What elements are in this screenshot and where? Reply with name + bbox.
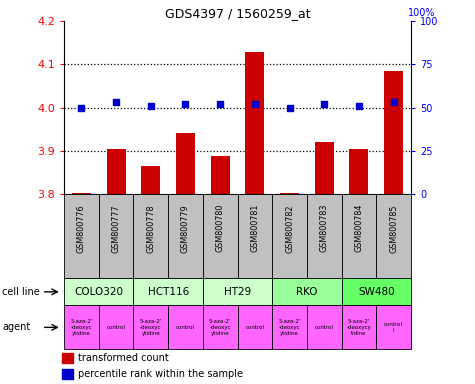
Bar — [307, 194, 342, 278]
Text: GSM800780: GSM800780 — [216, 204, 225, 252]
Bar — [349, 149, 369, 194]
Bar — [307, 305, 342, 349]
Bar — [342, 278, 411, 305]
Bar — [376, 194, 411, 278]
Bar — [272, 305, 307, 349]
Bar — [64, 305, 99, 349]
Bar — [384, 71, 403, 194]
Bar — [203, 194, 238, 278]
Text: control: control — [106, 325, 125, 330]
Bar — [176, 132, 195, 194]
Point — [147, 103, 155, 109]
Point — [181, 101, 189, 107]
Text: GSM800785: GSM800785 — [389, 204, 398, 253]
Point — [286, 104, 294, 111]
Bar — [238, 194, 272, 278]
Point — [355, 103, 363, 109]
Point — [251, 101, 259, 107]
Text: control: control — [246, 325, 265, 330]
Text: GSM800776: GSM800776 — [77, 204, 86, 253]
Bar — [62, 369, 73, 379]
Text: 5-aza-2'
-deoxyc
ytidine: 5-aza-2' -deoxyc ytidine — [70, 319, 93, 336]
Bar — [238, 305, 272, 349]
Text: SW480: SW480 — [358, 287, 395, 297]
Text: GSM800782: GSM800782 — [285, 204, 294, 253]
Bar — [203, 278, 272, 305]
Text: RKO: RKO — [296, 287, 318, 297]
Bar — [106, 149, 126, 194]
Bar — [272, 194, 307, 278]
Bar — [133, 305, 168, 349]
Bar — [141, 166, 161, 194]
Text: GSM800778: GSM800778 — [146, 204, 155, 253]
Bar — [72, 193, 91, 194]
Text: 100%: 100% — [408, 8, 436, 18]
Text: GSM800781: GSM800781 — [250, 204, 259, 252]
Bar — [376, 305, 411, 349]
Bar — [245, 52, 265, 194]
Bar — [99, 305, 133, 349]
Text: GSM800777: GSM800777 — [112, 204, 121, 253]
Bar — [342, 305, 376, 349]
Bar — [64, 194, 99, 278]
Bar — [272, 278, 342, 305]
Text: control: control — [176, 325, 195, 330]
Text: control
l: control l — [384, 322, 403, 333]
Text: cell line: cell line — [2, 287, 40, 297]
Text: 5-aza-2'
-deoxyc
ytidine: 5-aza-2' -deoxyc ytidine — [278, 319, 301, 336]
Bar — [203, 305, 238, 349]
Point — [78, 104, 86, 111]
Bar — [64, 278, 133, 305]
Bar — [133, 194, 168, 278]
Text: percentile rank within the sample: percentile rank within the sample — [78, 369, 243, 379]
Text: GSM800784: GSM800784 — [354, 204, 363, 252]
Text: agent: agent — [2, 322, 30, 333]
Point — [390, 99, 397, 105]
Bar — [168, 194, 203, 278]
Text: transformed count: transformed count — [78, 353, 169, 363]
Bar — [314, 142, 334, 194]
Bar — [62, 353, 73, 363]
Text: 5-aza-2'
-deoxycy
tidine: 5-aza-2' -deoxycy tidine — [346, 319, 371, 336]
Text: control: control — [315, 325, 334, 330]
Text: HCT116: HCT116 — [148, 287, 189, 297]
Text: 5-aza-2'
-deoxyc
ytidine: 5-aza-2' -deoxyc ytidine — [140, 319, 162, 336]
Point — [113, 99, 120, 105]
Bar — [133, 278, 203, 305]
Text: GSM800779: GSM800779 — [181, 204, 190, 253]
Bar — [210, 156, 230, 194]
Text: HT29: HT29 — [224, 287, 251, 297]
Bar — [342, 194, 376, 278]
Text: GSM800783: GSM800783 — [320, 204, 329, 252]
Text: COLO320: COLO320 — [74, 287, 124, 297]
Point — [320, 101, 328, 107]
Title: GDS4397 / 1560259_at: GDS4397 / 1560259_at — [165, 7, 310, 20]
Bar — [99, 194, 133, 278]
Text: 5-aza-2'
-deoxyc
ytidine: 5-aza-2' -deoxyc ytidine — [209, 319, 231, 336]
Point — [217, 101, 224, 107]
Bar — [168, 305, 203, 349]
